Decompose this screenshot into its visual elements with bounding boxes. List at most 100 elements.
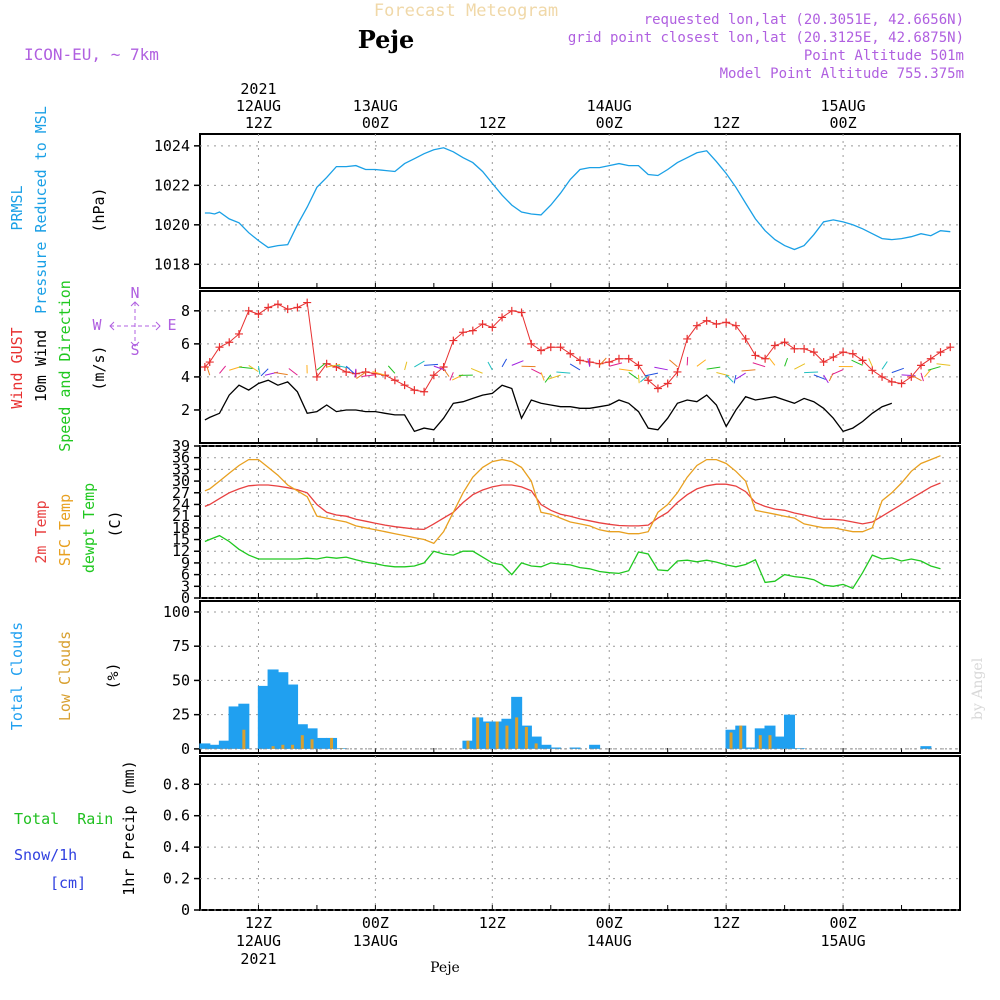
wind-gust-marker <box>303 298 312 307</box>
clouds-ytick-label: 50 <box>172 671 190 689</box>
total-cloud-bar <box>783 714 795 749</box>
low-cloud-bar <box>534 743 538 749</box>
wind-ytick-label: 2 <box>181 401 190 419</box>
wind-gust-marker <box>614 354 623 363</box>
total-rain-label: Total Rain <box>14 810 113 828</box>
wind-direction-arrow <box>831 369 844 376</box>
bottom-time-label: 12Z <box>479 914 506 932</box>
wind-speed-dir-label: Speed and Direction <box>56 280 74 452</box>
wind-direction-arrow <box>372 371 386 376</box>
wind-direction-arrow <box>238 366 253 370</box>
wind-direction-arrow <box>531 368 543 375</box>
pressure-ytick-label: 1020 <box>154 216 190 234</box>
wind-panel: 2 4 6 8 <box>181 290 961 444</box>
temperature-ytick-label: 12 <box>172 542 190 560</box>
total-cloud-bar <box>209 744 221 749</box>
wind-direction-arrow <box>804 371 819 374</box>
low-cloud-bar <box>300 735 304 749</box>
wind-direction-arrow <box>248 364 259 372</box>
total-cloud-bar <box>257 685 269 749</box>
bottom-time-label: 12Z <box>245 914 272 932</box>
point-altitude: Point Altitude 501m <box>804 48 964 64</box>
wind-gust-marker <box>634 361 643 370</box>
wind-direction-arrow <box>644 372 659 377</box>
pressure-series-line <box>204 147 951 251</box>
compass-e: E <box>167 316 176 334</box>
low-cloud-bar <box>739 725 743 749</box>
wind-gust-marker <box>595 359 604 368</box>
low-cloud-bar <box>242 729 246 749</box>
snow-unit-label: [cm] <box>50 874 86 892</box>
top-time-label: 14AUG <box>587 97 632 115</box>
wind-direction-arrow <box>794 363 806 370</box>
pressure-panel: 1018 1020 1022 1024 <box>154 133 961 289</box>
wind-direction-arrow <box>361 374 376 377</box>
wind-gust-marker <box>468 326 477 335</box>
bottom-time-label: 2021 <box>240 950 276 968</box>
wind-gust-marker <box>848 349 857 358</box>
temperature-ytick-label: 21 <box>172 507 190 525</box>
temperature-series-line <box>204 455 941 545</box>
temperature-ytick-label: 24 <box>172 495 190 513</box>
wind-direction-arrow <box>823 374 829 384</box>
wind-direction-arrow <box>356 371 366 379</box>
top-time-label: 12Z <box>245 114 272 132</box>
wind-ytick-label: 6 <box>181 335 190 353</box>
wind-gust-marker <box>624 354 633 363</box>
total-cloud-bar <box>267 669 279 749</box>
wind-gust-marker <box>897 379 906 388</box>
wind-direction-arrow <box>813 374 826 380</box>
pressure-unit: (hPa) <box>90 187 108 232</box>
wind-direction-arrow <box>470 367 483 374</box>
top-time-label: 13AUG <box>353 97 398 115</box>
compass-n: N <box>130 284 139 302</box>
temperature-ytick-label: 30 <box>172 472 190 490</box>
wind-gust-marker <box>751 351 760 360</box>
wind-direction-arrow <box>735 372 746 380</box>
wind-direction-arrow <box>599 357 607 366</box>
wind-gust-marker <box>663 379 672 388</box>
precip-panel: 0 0.2 0.4 0.6 0.8 <box>163 755 961 919</box>
wind-direction-arrow <box>696 359 707 367</box>
wind-gust-marker <box>361 367 370 376</box>
wind-gust-marker <box>449 336 458 345</box>
wind-gust-marker <box>722 318 731 327</box>
bottom-time-label: 12AUG <box>236 932 281 950</box>
low-cloud-bar <box>476 717 480 749</box>
model-label: ICON-EU, ~ 7km <box>24 45 159 64</box>
wind-direction-arrow <box>725 374 734 383</box>
clouds-ytick-label: 25 <box>172 706 190 724</box>
precip-side-labels: Total Rain Snow/1h [cm] 1hr Precip (mm) <box>14 760 138 895</box>
wind-gust-marker <box>225 338 234 347</box>
low-cloud-bar <box>515 717 519 749</box>
wind-ytick-label: 8 <box>181 302 190 320</box>
wind-gust-marker <box>205 358 214 367</box>
wind-gust-marker <box>926 354 935 363</box>
bottom-time-label: 13AUG <box>353 932 398 950</box>
wind-gust-marker <box>527 339 536 348</box>
temperature-ytick-label: 18 <box>172 519 190 537</box>
wind-direction-arrow <box>716 372 730 377</box>
wind-gust-marker <box>400 381 409 390</box>
pressure-ytick-label: 1022 <box>154 176 190 194</box>
wind-gust-line <box>204 301 951 393</box>
wind-gust-marker <box>234 329 243 338</box>
precip-ytick-label: 0.8 <box>163 775 190 793</box>
wind-gust-marker <box>936 348 945 357</box>
wind-direction-arrow <box>219 365 227 374</box>
wind-gust-marker <box>790 344 799 353</box>
wind-direction-arrow <box>936 363 951 366</box>
pressure-ytick-label: 1024 <box>154 137 190 155</box>
wind-gust-marker <box>537 346 546 355</box>
wind-gust-marker <box>644 376 653 385</box>
low-cloud-bar <box>310 739 314 749</box>
low-cloud-bar <box>291 744 295 749</box>
pressure-frame <box>199 133 961 289</box>
temp-sfc-label: SFC Temp <box>56 494 74 566</box>
wind-direction-arrow <box>618 368 633 372</box>
chart-title: Forecast Meteogram <box>374 1 558 21</box>
wind-direction-arrow <box>540 372 545 381</box>
top-time-label: 12AUG <box>236 97 281 115</box>
low-cloud-bar <box>758 735 762 749</box>
